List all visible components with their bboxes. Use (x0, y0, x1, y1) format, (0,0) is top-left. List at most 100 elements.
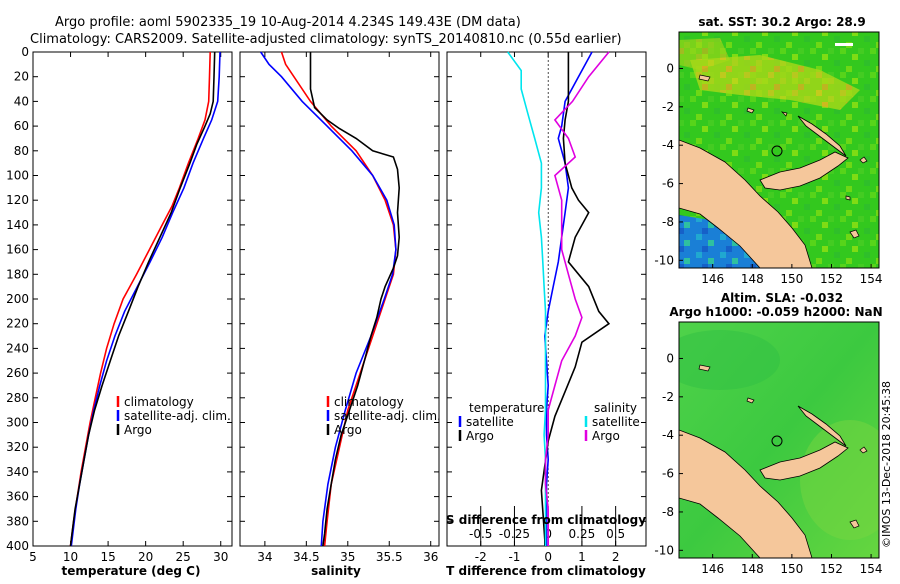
temperature-legend-label: satellite-adj. clim. (124, 409, 231, 423)
depth-tick-label: 220 (6, 317, 29, 331)
salinity-xtick-label: 35 (340, 550, 355, 564)
salinity-xtick-label: 34 (257, 550, 272, 564)
difference-series-s-satellite (507, 51, 547, 546)
difference-x2tick-label: -0.5 (469, 527, 492, 541)
sst_map-xtick-label: 154 (860, 272, 883, 286)
sst_map-xtick-label: 150 (780, 272, 803, 286)
sst_map-xtick-label: 148 (741, 272, 764, 286)
depth-tick-label: 380 (6, 514, 29, 528)
sla-map-title: Altim. SLA: -0.032 (721, 291, 843, 305)
sst_map-ytick-label: -8 (662, 215, 674, 229)
temperature-xtick-label: 30 (213, 550, 228, 564)
salinity-profile-panel: 34 34.5 35 35.5 36 climatologysatellite-adj. … (239, 51, 441, 564)
difference-x2label: S difference from climatology (446, 513, 646, 527)
sst-warm-region (690, 55, 860, 110)
sla_map-ytick-label: 0 (666, 351, 674, 365)
difference-legend-label: satellite (592, 415, 640, 429)
depth-tick-label: 120 (6, 193, 29, 207)
depth-tick-label: 0 (21, 45, 29, 59)
sla_map-ytick-label: -2 (662, 390, 674, 404)
sst_map-xtick-label: 152 (820, 272, 843, 286)
depth-tick-label: 160 (6, 243, 29, 257)
difference-legend-label: Argo (592, 429, 620, 443)
sst-map-title: sat. SST: 30.2 Argo: 28.9 (698, 15, 865, 29)
difference-series-t-argo (540, 52, 611, 546)
difference-xtick-label: -2 (475, 550, 487, 564)
temperature-xtick-label: 15 (100, 550, 115, 564)
figure-title-line2: Climatology: CARS2009. Satellite-adjuste… (30, 32, 622, 47)
salinity-series-argo (309, 52, 401, 547)
temperature-xtick-label: 10 (63, 550, 78, 564)
depth-tick-label: 100 (6, 169, 29, 183)
depth-tick-label: 40 (14, 94, 29, 108)
sla-argo-position-marker (771, 435, 783, 447)
sst-map (679, 32, 879, 268)
sla-land-new-britain (759, 441, 849, 481)
sst-land-new-britain (759, 151, 849, 191)
sla-map-frame (678, 321, 880, 559)
sla_map-ytick-label: -6 (662, 467, 674, 481)
sla_map-xtick-label: 148 (741, 562, 764, 576)
sst-argo-position-marker (771, 145, 783, 157)
difference-xtick-label: 1 (578, 550, 586, 564)
depth-tick-label: 200 (6, 292, 29, 306)
sla_map-xtick-label: 152 (820, 562, 843, 576)
sst-land-new-ireland (797, 115, 847, 157)
depth-tick-label: 60 (14, 119, 29, 133)
temperature-series-climatology (69, 51, 211, 547)
sst-map-axes: 146 148 150 152 154 0 -2 -4 -6 -8 -10 (654, 61, 882, 286)
difference-x2tick-label: 0.25 (569, 527, 596, 541)
sla_map-ytick-label: -8 (662, 505, 674, 519)
sst_map-ytick-label: -6 (662, 177, 674, 191)
depth-tick-label: 140 (6, 218, 29, 232)
salinity-legend-label: satellite-adj. clim. (334, 409, 441, 423)
difference-xtick-label: 2 (612, 550, 620, 564)
difference-x2tick-label: 0.5 (606, 527, 625, 541)
temperature-xtick-label: 5 (29, 550, 37, 564)
depth-tick-label: 300 (6, 416, 29, 430)
salinity-xtick-label: 34.5 (293, 550, 320, 564)
sla_map-ytick-label: -4 (662, 428, 674, 442)
sst_map-ytick-label: -10 (654, 253, 674, 267)
difference-legend-label: Argo (466, 429, 494, 443)
depth-tick-label: 340 (6, 465, 29, 479)
sla-map (679, 322, 879, 558)
difference-frame (446, 51, 647, 547)
sst-land-new-guinea (679, 139, 813, 268)
sla-land-islands (698, 364, 868, 529)
depth-tick-label: 360 (6, 490, 29, 504)
imos-credit: ©IMOS 13-Dec-2018 20:45:38 (880, 381, 893, 548)
difference-xtick-label: -1 (508, 550, 520, 564)
sst-map-frame (678, 31, 880, 269)
temperature-xtick-label: 20 (138, 550, 153, 564)
sla-map-axes: 146 148 150 152 154 0 -2 -4 -6 -8 -10 (654, 351, 882, 576)
temperature-xlabel: temperature (deg C) (62, 564, 201, 578)
temperature-xtick-label: 25 (176, 550, 191, 564)
sla_map-xtick-label: 150 (780, 562, 803, 576)
sst-cool-region (679, 215, 760, 268)
temperature-legend-label: Argo (124, 423, 152, 437)
depth-tick-label: 240 (6, 341, 29, 355)
sst-warm-patch (679, 38, 730, 70)
depth-tick-label: 280 (6, 391, 29, 405)
salinity-legend-label: climatology (334, 395, 404, 409)
sla_map-xtick-label: 154 (860, 562, 883, 576)
salinity-frame (239, 51, 440, 547)
difference-x2tick-label: -0.25 (499, 527, 530, 541)
salinity-xlabel: salinity (311, 564, 361, 578)
temperature-series-argo (69, 51, 216, 547)
depth-tick-label: 80 (14, 144, 29, 158)
difference-legend-temperature-header: temperature (469, 401, 544, 415)
difference-series-s-argo (544, 51, 610, 546)
depth-tick-label: 20 (14, 70, 29, 84)
sla_map-xtick-label: 146 (701, 562, 724, 576)
sla-land-new-guinea (679, 429, 813, 558)
sla-map-subtitle: Argo h1000: -0.059 h2000: NaN (669, 305, 882, 319)
sst-map-scale-mark (835, 43, 853, 46)
difference-legend-salinity-header: salinity (594, 401, 637, 415)
sst-land-islands (698, 74, 868, 239)
sst_map-xtick-label: 146 (701, 272, 724, 286)
